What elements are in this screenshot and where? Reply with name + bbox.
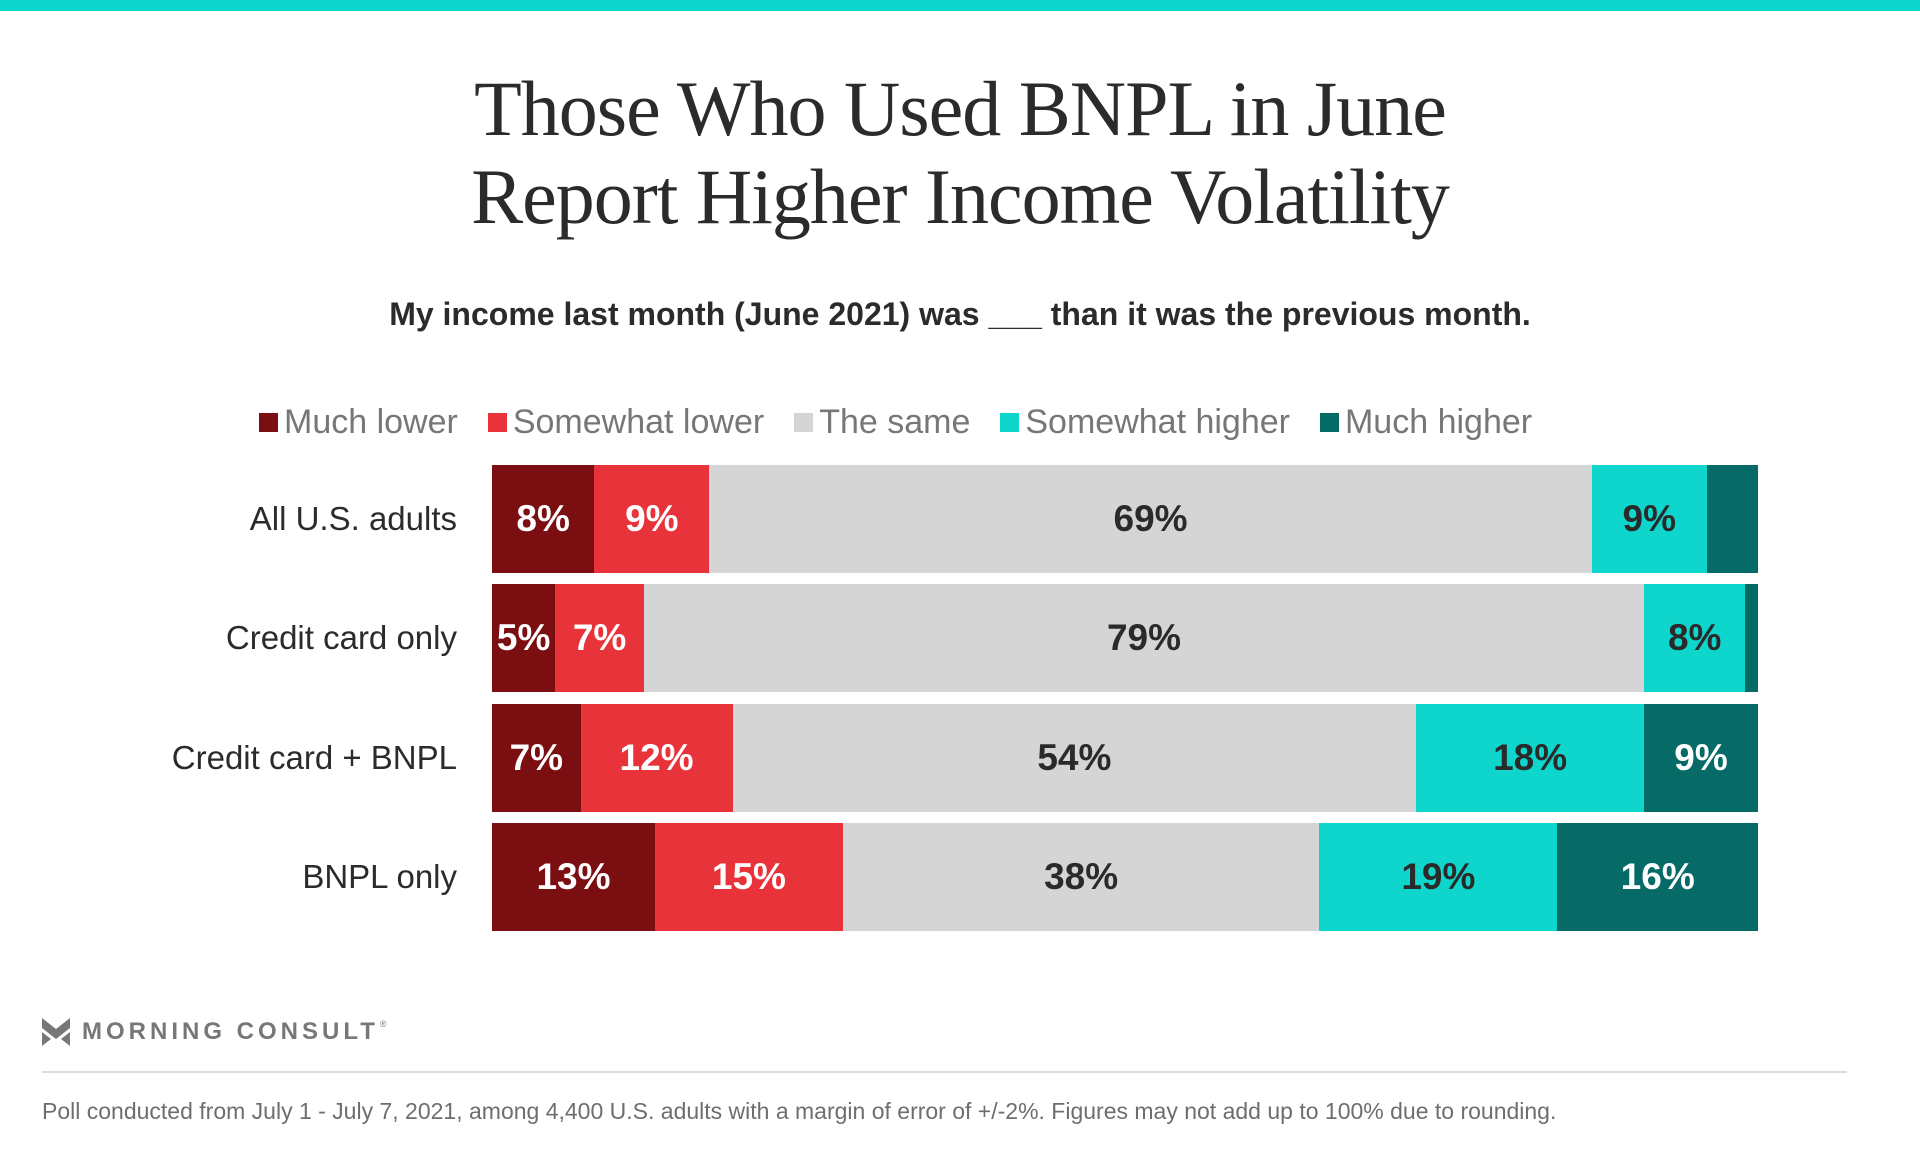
- logo-text: MORNING CONSULT: [82, 1018, 379, 1045]
- bar-segment: 54%: [732, 704, 1417, 812]
- bar-segment: 69%: [709, 465, 1592, 573]
- bar-segment: 12%: [580, 704, 733, 812]
- data-label: 9%: [1622, 498, 1677, 539]
- chart-title-line-1: Those Who Used BNPL in June: [474, 65, 1447, 152]
- top-accent-bar: [0, 0, 1920, 11]
- bar-segment: 7%: [555, 584, 644, 692]
- legend-item: The same: [794, 403, 970, 442]
- data-label: 38%: [1044, 856, 1119, 897]
- legend-swatch: [1000, 412, 1020, 432]
- legend-label: Somewhat lower: [512, 402, 765, 441]
- bar-row: 8% 9% 69% 9%: [492, 465, 1758, 573]
- category-label: All U.S. adults: [249, 500, 457, 537]
- legend-swatch: [259, 412, 278, 432]
- bar-row: 13% 15% 38% 19% 16%: [492, 823, 1758, 931]
- data-label: 8%: [516, 498, 570, 539]
- data-label: 69%: [1113, 498, 1188, 539]
- data-label: 54%: [1037, 737, 1112, 778]
- legend-label: Much lower: [284, 402, 458, 441]
- bar-segment: 9%: [1591, 465, 1707, 573]
- bar-segment: 13%: [492, 823, 655, 931]
- category-label: BNPL only: [302, 858, 457, 895]
- legend-swatch: [1319, 412, 1339, 432]
- bar-segment: [1706, 465, 1758, 573]
- legend-swatch: [794, 412, 814, 432]
- bar-segment: 19%: [1319, 823, 1558, 931]
- bar-segment: 79%: [643, 584, 1645, 692]
- data-label: 18%: [1493, 737, 1568, 778]
- bar-row: 5% 7% 79% 8%: [492, 584, 1758, 692]
- bar-segment: 16%: [1557, 823, 1758, 931]
- data-label: 13%: [536, 856, 611, 897]
- legend: Much lower Somewhat lower The same Somewhat…: [259, 401, 1532, 443]
- data-label: 7%: [572, 617, 627, 658]
- bar-segment: 9%: [1644, 704, 1758, 812]
- data-label: 9%: [1674, 737, 1728, 778]
- footnote: Poll conducted from July 1 - July 7, 202…: [42, 1098, 1557, 1124]
- footer-divider: [42, 1071, 1847, 1073]
- bar-segment: 8%: [492, 465, 595, 573]
- chart-title-line-2: Report Higher Income Volatility: [471, 153, 1450, 240]
- legend-label: Somewhat higher: [1025, 402, 1290, 441]
- data-label: 19%: [1401, 856, 1476, 897]
- bar-row: 7% 12% 54% 18% 9%: [492, 704, 1758, 812]
- bar-segment: 7%: [492, 704, 581, 812]
- legend-item: Somewhat higher: [1000, 403, 1290, 442]
- legend-label: Much higher: [1344, 402, 1533, 441]
- legend-swatch: [487, 412, 507, 432]
- data-label: 15%: [711, 856, 786, 897]
- morning-consult-chevron-icon: [42, 1018, 70, 1046]
- bar-segment: [1745, 584, 1758, 692]
- data-label: 8%: [1667, 617, 1722, 658]
- data-label: 12%: [619, 737, 694, 778]
- data-label: 5%: [496, 617, 551, 658]
- data-label: 16%: [1620, 856, 1695, 897]
- chart-subtitle: My income last month (June 2021) was ___…: [389, 296, 1531, 332]
- bar-segment: 38%: [842, 823, 1320, 931]
- legend-label: The same: [819, 402, 971, 441]
- bar-segment: 15%: [654, 823, 843, 931]
- bar-segment: 5%: [492, 584, 556, 692]
- data-label: 7%: [509, 737, 564, 778]
- bar-segment: 9%: [594, 465, 710, 573]
- legend-item: Much lower: [259, 403, 458, 442]
- morning-consult-logo: MORNING CONSULT ®: [42, 1018, 387, 1046]
- registered-mark: ®: [379, 1019, 387, 1029]
- bar-segment: 8%: [1644, 584, 1746, 692]
- legend-item: Somewhat lower: [487, 402, 765, 442]
- category-label: Credit card only: [225, 619, 457, 656]
- bar-segment: 18%: [1416, 704, 1645, 812]
- category-label: Credit card + BNPL: [171, 739, 457, 776]
- data-label: 79%: [1106, 617, 1181, 658]
- legend-item: Much higher: [1319, 402, 1533, 442]
- data-label: 9%: [625, 498, 679, 539]
